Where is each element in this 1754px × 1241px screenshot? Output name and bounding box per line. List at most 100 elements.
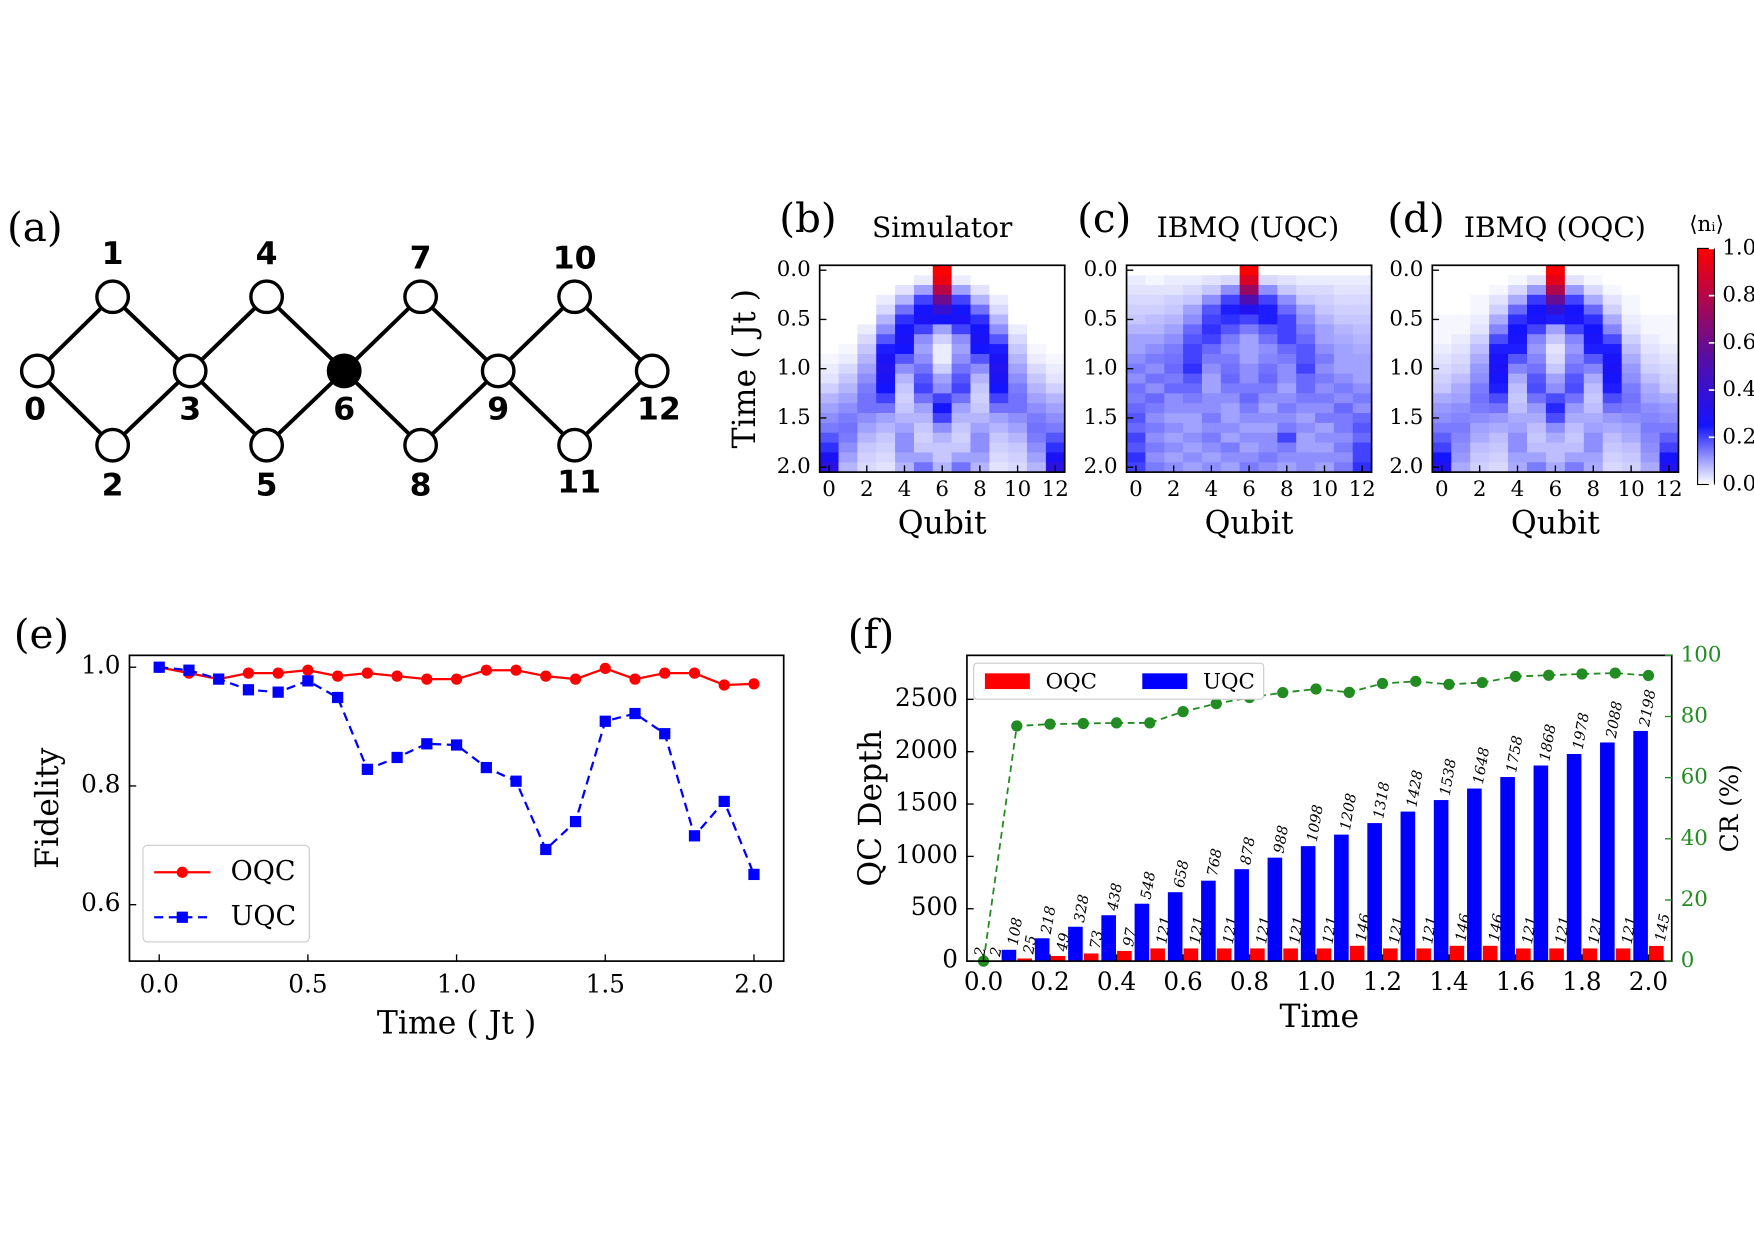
- heatmap-cell: [895, 363, 915, 375]
- heatmap-cell: [1333, 265, 1354, 276]
- bar: [1267, 857, 1283, 962]
- heatmap-cell: [970, 403, 990, 414]
- heatmap-cell: [1489, 265, 1509, 276]
- heatmap-cell: [1470, 393, 1490, 404]
- heatmap-cell: [1564, 393, 1585, 404]
- heatmap-cell: [1352, 265, 1373, 276]
- x-tick-label: 0.2: [1030, 967, 1069, 996]
- heatmap-cell: [1239, 284, 1259, 296]
- heatmap-cell: [838, 403, 858, 414]
- heatmap-cell: [1489, 294, 1509, 306]
- heatmap-cell: [913, 373, 934, 384]
- x-tick-label: 0.0: [140, 969, 179, 998]
- heatmap-cell: [913, 353, 934, 365]
- heatmap-cell: [1602, 353, 1623, 365]
- heatmap-cell: [1564, 442, 1585, 453]
- bar: [1068, 926, 1083, 962]
- heatmap-cell: [1296, 344, 1316, 355]
- marker: [272, 667, 284, 679]
- heatmap-cell: [1239, 334, 1259, 345]
- heatmap-cell: [913, 432, 934, 444]
- edge: [342, 369, 422, 447]
- heatmap-cell: [932, 383, 953, 394]
- heatmap-cell: [1545, 294, 1566, 306]
- heatmap-cell: [1451, 353, 1471, 365]
- chart-title: Simulator: [872, 211, 1013, 244]
- heatmap-cell: [1640, 265, 1660, 276]
- heatmap-cell: [1201, 422, 1222, 434]
- heatmap-cell: [913, 284, 934, 296]
- bar: [1083, 953, 1099, 962]
- legend-frame: [973, 662, 1265, 700]
- heatmap-cell: [1659, 284, 1679, 296]
- bar-value-label: 988: [1271, 824, 1293, 854]
- bar: [1234, 869, 1249, 962]
- heatmap-cell: [1296, 413, 1316, 424]
- heatmap-cell: [1352, 413, 1373, 424]
- legend-marker: [176, 911, 188, 923]
- marker: [421, 738, 433, 750]
- bar-value-label: 145: [1652, 912, 1674, 942]
- heatmap-cell: [1508, 324, 1528, 335]
- heatmap-cell: [1583, 393, 1604, 404]
- heatmap-cell: [1470, 304, 1490, 315]
- heatmap-cell: [1277, 334, 1297, 345]
- heatmap-cell: [1164, 334, 1184, 345]
- x-tick-label: 1.0: [1296, 967, 1335, 996]
- node: [634, 353, 670, 389]
- heatmap-cell: [1164, 383, 1184, 394]
- heatmap-cell: [1432, 413, 1452, 424]
- heatmap-cell: [1583, 422, 1604, 434]
- heatmap-cell: [913, 324, 934, 335]
- heatmap-cell: [1564, 462, 1585, 473]
- panel-label: (b): [779, 194, 836, 242]
- node-label: 6: [333, 391, 355, 427]
- heatmap-cell: [1659, 265, 1679, 276]
- heatmap-cell: [1164, 284, 1184, 296]
- heatmap-cell: [1489, 344, 1509, 355]
- heatmap-cell: [1508, 353, 1528, 365]
- heatmap-cell: [895, 393, 915, 404]
- heatmap-cell: [989, 275, 1009, 286]
- heatmap-cell: [1201, 383, 1222, 394]
- heatmap-cell: [819, 383, 839, 394]
- heatmap-cell: [1126, 393, 1146, 404]
- heatmap-cell: [819, 393, 839, 404]
- heatmap-cell: [1470, 334, 1490, 345]
- edge: [265, 369, 346, 447]
- x-tick-label: 4: [1511, 477, 1525, 502]
- heatmap-cell: [1333, 373, 1354, 384]
- heatmap-cell: [989, 294, 1009, 306]
- bar-value-label: 878: [1237, 836, 1259, 866]
- heatmap-cell: [1352, 294, 1373, 306]
- heatmap-cell: [1045, 304, 1066, 315]
- heatmap-cell: [1315, 363, 1335, 375]
- heatmap-cell: [989, 393, 1009, 404]
- heatmap-cell: [857, 383, 877, 394]
- heatmap-cell: [1545, 373, 1566, 384]
- heatmap-cell: [876, 393, 896, 404]
- heatmap-cell: [1239, 442, 1259, 453]
- bar-value-label: 2088: [1603, 700, 1626, 741]
- heatmap-cell: [1583, 344, 1604, 355]
- heatmap-cell: [1451, 393, 1471, 404]
- heatmap-cell: [1583, 324, 1604, 335]
- heatmap-cell: [1640, 363, 1660, 375]
- heatmap-cell: [895, 275, 915, 286]
- heatmap-cell: [1126, 373, 1146, 384]
- heatmap-cell: [1183, 324, 1203, 335]
- y-tick-label: 0.5: [1389, 306, 1423, 331]
- heatmap-cell: [1027, 462, 1047, 473]
- heatmap-cell: [1545, 363, 1566, 375]
- heatmap-cell: [1315, 265, 1335, 276]
- heatmap-cell: [1008, 304, 1028, 315]
- heatmap-cell: [1126, 353, 1146, 365]
- heatmap-cell: [1545, 314, 1566, 325]
- x-tick-label: 12: [1655, 477, 1682, 502]
- marker: [510, 664, 522, 676]
- heatmap-cell: [1602, 344, 1623, 355]
- bar-value-label: 2: [987, 946, 1006, 959]
- marker: [213, 673, 225, 685]
- node: [249, 427, 285, 463]
- marker: [1011, 720, 1023, 732]
